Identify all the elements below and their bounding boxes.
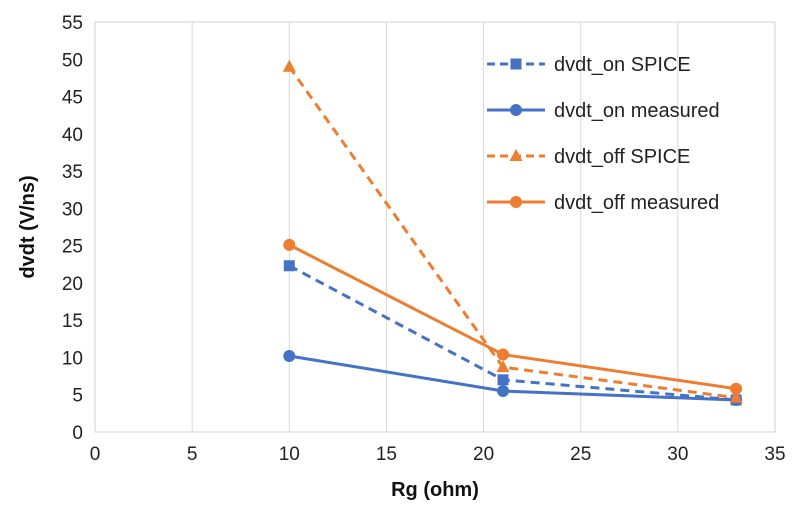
legend-label: dvdt_on measured: [554, 100, 720, 122]
y-axis-title: dvdt (V/ns): [17, 175, 39, 278]
legend-label: dvdt_off measured: [554, 192, 719, 214]
legend-item: dvdt_off measured: [487, 192, 719, 214]
x-tick-labels: 0 5 10 15 20 25 30 35: [90, 444, 786, 465]
y-tick-label: 35: [62, 162, 83, 183]
y-tick-label: 45: [62, 88, 83, 109]
series-0: [283, 260, 742, 406]
x-axis-title: Rg (ohm): [391, 479, 479, 501]
legend-marker: [510, 58, 522, 70]
data-point: [496, 360, 510, 373]
data-point: [283, 349, 296, 362]
legend-label: dvdt_off SPICE: [554, 146, 690, 168]
y-tick-label: 0: [72, 423, 83, 444]
series-layer: [282, 59, 743, 406]
y-tick-label: 10: [62, 348, 83, 369]
data-point: [497, 385, 509, 397]
y-tick-labels: 0 5 10 15 20 25 30 35 40 45 50 55: [62, 13, 83, 444]
data-point: [497, 374, 509, 386]
legend-label: dvdt_on SPICE: [554, 54, 691, 76]
legend: dvdt_on SPICE dvdt_on measured dvdt_off SP…: [487, 54, 720, 214]
y-tick-label: 50: [62, 50, 83, 71]
legend-marker: [510, 104, 522, 116]
series-2: [282, 59, 743, 403]
legend-item: dvdt_on SPICE: [487, 54, 691, 76]
y-tick-label: 5: [72, 386, 83, 407]
data-point: [282, 59, 296, 72]
y-tick-label: 55: [62, 13, 83, 34]
x-tick-label: 5: [187, 444, 198, 465]
legend-marker: [510, 196, 522, 208]
y-tick-label: 30: [62, 199, 83, 220]
grid-lines: [94, 22, 776, 432]
data-point: [283, 238, 296, 251]
x-tick-label: 30: [667, 444, 688, 465]
x-tick-label: 35: [764, 444, 785, 465]
data-point: [497, 348, 509, 361]
x-tick-label: 20: [473, 444, 494, 465]
y-tick-label: 20: [62, 274, 83, 295]
legend-item: dvdt_off SPICE: [487, 146, 690, 168]
x-tick-label: 25: [570, 444, 591, 465]
data-point: [283, 260, 295, 272]
x-tick-label: 0: [90, 444, 101, 465]
series-3: [283, 238, 743, 395]
plot-area-frame: [94, 21, 776, 433]
y-tick-label: 40: [62, 125, 83, 146]
legend-marker: [509, 149, 523, 161]
y-tick-label: 15: [62, 311, 83, 332]
data-point: [730, 382, 743, 395]
y-tick-label: 25: [62, 237, 83, 258]
legend-item: dvdt_on measured: [487, 100, 720, 122]
x-tick-label: 10: [279, 444, 300, 465]
series-1: [283, 349, 743, 406]
x-tick-label: 15: [376, 444, 397, 465]
data-point: [729, 390, 743, 403]
